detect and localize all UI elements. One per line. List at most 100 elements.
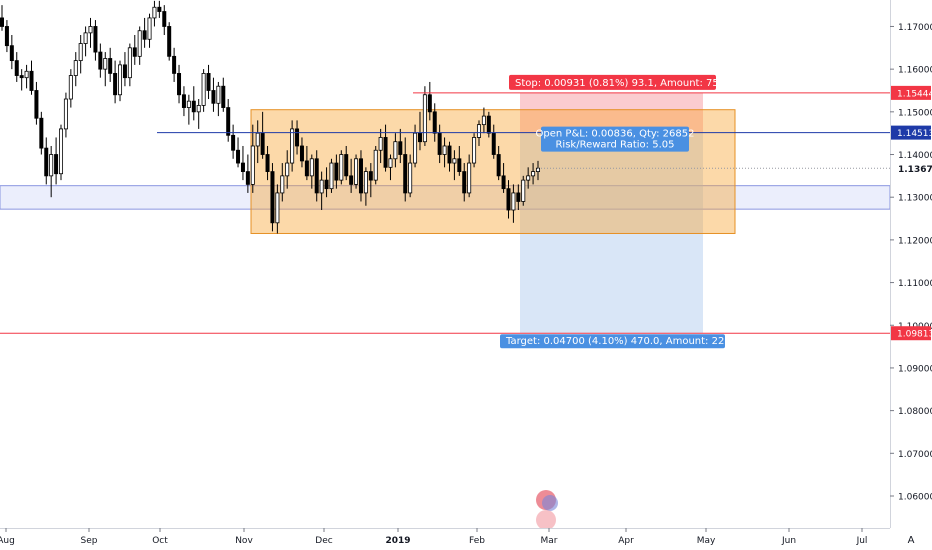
candle-body-down (299, 145, 304, 162)
x-tick-label: Mar (541, 536, 558, 546)
candle-body-up (467, 162, 472, 194)
candle (54, 137, 59, 185)
price-tag-background (891, 326, 931, 341)
price-tag-label: 1.14513 (897, 129, 932, 139)
auto-scale-label[interactable]: A (908, 535, 915, 546)
candle-body-down (236, 149, 241, 164)
candle (39, 111, 44, 155)
candle-body-up (319, 179, 324, 194)
stop-label[interactable]: Stop: 0.00931 (0.81%) 93.1, Amount: 750.… (509, 74, 741, 90)
candle (181, 86, 186, 117)
candle-body-down (122, 64, 127, 79)
candle-body-up (103, 58, 108, 70)
target-label-text: Target: 0.04700 (4.10%) 470.0, Amount: 2… (505, 336, 753, 347)
y-tick-label: 1.13000 (898, 194, 932, 204)
candle (403, 137, 408, 202)
candle-body-up (152, 6, 157, 19)
candle (334, 154, 339, 189)
candle-body-down (368, 171, 373, 181)
last-price-label: 1.13677 (898, 165, 932, 175)
candle-body-down (398, 141, 403, 155)
candle-body-down (108, 58, 113, 74)
candle (329, 158, 334, 193)
candle-body-down (113, 73, 118, 96)
candle (137, 26, 142, 65)
candle-body-up (363, 171, 368, 194)
pnl-label[interactable]: Open P&L: 0.00836, Qty: 26852 Risk/Rewar… (536, 126, 695, 152)
candle-body-down (177, 73, 182, 96)
candle-body-down (403, 154, 408, 194)
candle-body-up (147, 17, 152, 40)
candle (108, 47, 113, 82)
pnl-label-line1: Open P&L: 0.00836, Qty: 26852 (536, 129, 695, 140)
x-tick-label: 2019 (385, 536, 410, 546)
candle-body-down (314, 158, 319, 194)
candle-body-up (275, 192, 280, 224)
y-tick-label: 1.08000 (898, 407, 932, 417)
candle (98, 43, 103, 78)
candle (245, 154, 250, 193)
candle-body-up (59, 128, 64, 175)
candle (216, 81, 221, 117)
target-label[interactable]: Target: 0.04700 (4.10%) 470.0, Amount: 2… (500, 334, 753, 349)
candle (260, 111, 265, 159)
candle (285, 150, 290, 189)
candle (83, 26, 88, 57)
candle (304, 145, 309, 181)
candle-body-down (496, 154, 501, 177)
candle (24, 64, 29, 89)
candle-body-down (437, 132, 442, 155)
candlestick-series (0, 0, 541, 234)
candle-body-down (516, 192, 521, 202)
candle-body-down (344, 154, 349, 177)
candle-body-up (216, 85, 221, 104)
candle-body-down (447, 145, 452, 164)
candle-body-up (127, 47, 132, 79)
time-axis[interactable]: Aug Sep Oct Nov Dec 2019 Feb Mar Apr May Jun Jul (0, 528, 932, 550)
candle-body-down (172, 55, 177, 74)
candle-body-up (526, 175, 531, 181)
candle-body-up (408, 162, 413, 194)
candle-body-up (285, 162, 290, 177)
candle-body-up (73, 60, 78, 76)
candle (132, 35, 137, 65)
stop-label-background (509, 74, 716, 90)
candle-body-down (191, 100, 196, 113)
x-tick-label: Jun (781, 536, 796, 546)
candle (142, 17, 147, 48)
price-tag-label: 1.09813 (897, 330, 932, 340)
candle-body-up (472, 137, 477, 164)
candle (295, 120, 300, 155)
candle-body-down (432, 111, 437, 134)
candle-body-up (452, 158, 457, 164)
candle-body-down (0, 17, 4, 27)
candle (78, 35, 83, 74)
candle (221, 77, 226, 112)
price-axis[interactable]: 1.17000 1.16000 1.15000 1.14000 1.13000 1.120… (890, 0, 932, 528)
candle-body-up (339, 154, 344, 181)
candle-body-up (481, 115, 486, 126)
auto-scale-button[interactable]: A (908, 535, 915, 546)
candle (309, 154, 314, 189)
x-tick-label: Jul (856, 536, 868, 546)
price-tag-background (891, 125, 931, 140)
candle-body-up (280, 175, 285, 194)
candle (231, 124, 236, 159)
candle-body-down (501, 175, 506, 190)
candle (531, 163, 536, 185)
candle-body-up (309, 158, 314, 177)
candle (236, 137, 241, 168)
target-zone[interactable] (520, 132, 703, 334)
candle (506, 180, 511, 219)
candle-body-up (196, 105, 201, 113)
candle (467, 154, 472, 198)
candle (280, 163, 285, 202)
candle (0, 5, 4, 31)
pnl-label-background (541, 126, 689, 152)
candle (393, 133, 398, 168)
candle (462, 163, 467, 202)
candle-body-down (417, 132, 422, 143)
stop-zone[interactable] (520, 92, 703, 133)
